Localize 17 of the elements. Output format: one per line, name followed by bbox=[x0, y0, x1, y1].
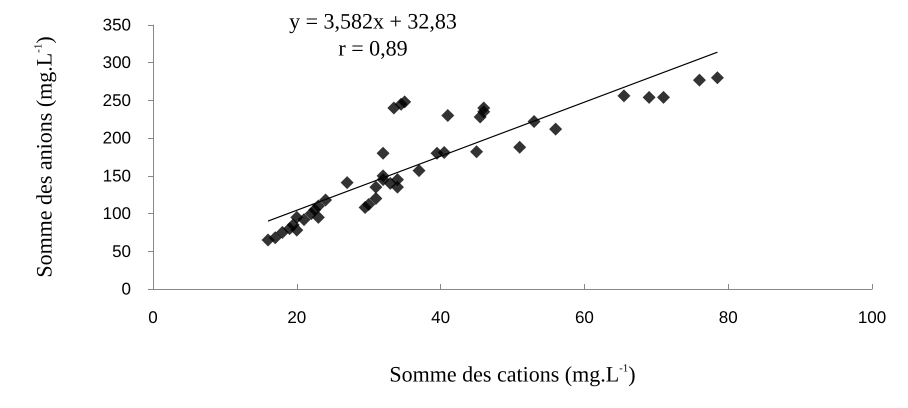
x-tick-label: 0 bbox=[148, 308, 158, 327]
y-tick-label: 150 bbox=[102, 166, 131, 186]
y-tick-label: 350 bbox=[102, 16, 131, 34]
annotation: r = 0,89 bbox=[338, 36, 408, 60]
annotation: y = 3,582x + 32,83 bbox=[289, 8, 457, 34]
y-tick-label: 250 bbox=[102, 90, 131, 110]
y-tick-label: 50 bbox=[112, 242, 131, 261]
x-tick-label: 100 bbox=[858, 308, 886, 327]
y-tick-label: 200 bbox=[102, 128, 131, 148]
x-tick-label: 20 bbox=[287, 308, 306, 327]
y-tick-label: 300 bbox=[102, 53, 131, 72]
x-tick-label: 80 bbox=[718, 308, 738, 327]
y-tick-label: 0 bbox=[122, 280, 131, 298]
x-tick-label: 40 bbox=[431, 308, 450, 327]
y-tick-label: 100 bbox=[102, 204, 131, 224]
x-tick-label: 60 bbox=[574, 308, 594, 327]
y-axis-title: Somme des anions (mg.L-1) bbox=[32, 36, 56, 278]
